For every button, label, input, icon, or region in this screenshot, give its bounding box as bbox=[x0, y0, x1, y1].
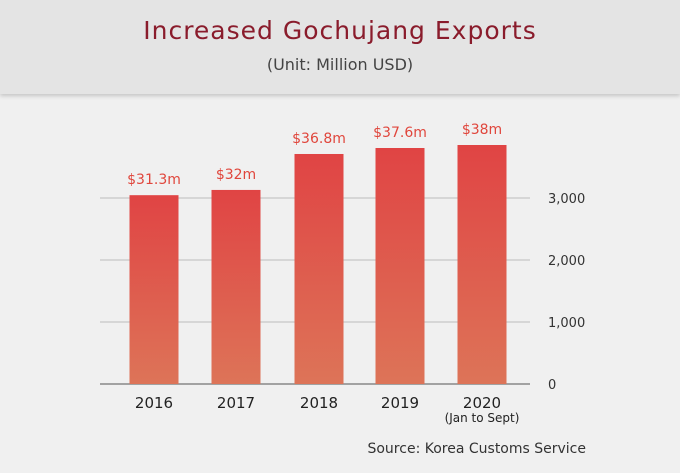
bar-2016 bbox=[129, 195, 179, 384]
x-tick-sublabel-2020: (Jan to Sept) bbox=[445, 411, 520, 425]
chart-subtitle: (Unit: Million USD) bbox=[266, 55, 414, 74]
y-tick-label: 0 bbox=[548, 378, 556, 393]
bar-2018 bbox=[294, 153, 344, 384]
y-tick-label: 2,000 bbox=[548, 254, 585, 269]
bar-2020 bbox=[457, 145, 507, 384]
bar-2017 bbox=[211, 189, 261, 384]
chart-title: Increased Gochujang Exports bbox=[143, 16, 537, 45]
data-label-2017: $32m bbox=[216, 167, 256, 183]
x-tick-label-2018: 2018 bbox=[300, 394, 338, 412]
x-tick-label-2020: 2020 bbox=[463, 394, 501, 412]
y-tick-label: 3,000 bbox=[548, 192, 585, 207]
y-tick-label: 1,000 bbox=[548, 316, 585, 331]
x-tick-label-2019: 2019 bbox=[381, 394, 419, 412]
data-label-2016: $31.3m bbox=[127, 172, 181, 188]
data-label-2018: $36.8m bbox=[292, 131, 346, 147]
chart-header: Increased Gochujang Exports (Unit: Milli… bbox=[0, 0, 680, 94]
source-note: Source: Korea Customs Service bbox=[367, 441, 586, 457]
x-tick-label-2016: 2016 bbox=[135, 394, 173, 412]
data-label-2019: $37.6m bbox=[373, 125, 427, 141]
x-tick-label-2017: 2017 bbox=[217, 394, 255, 412]
bar-2019 bbox=[375, 147, 425, 384]
data-label-2020: $38m bbox=[462, 122, 502, 138]
